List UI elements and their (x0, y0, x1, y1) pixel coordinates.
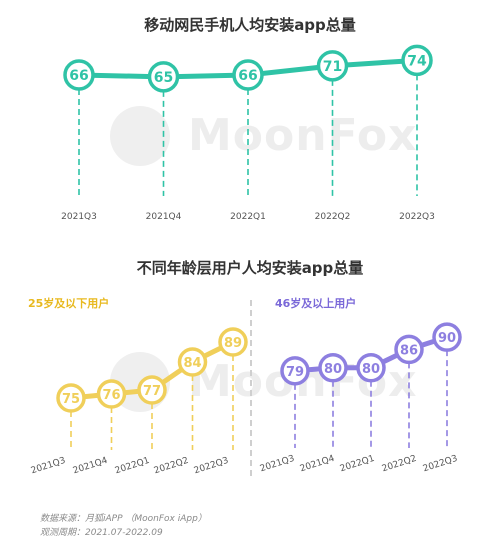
x-tick-label: 2022Q2 (153, 456, 190, 477)
chart-title-top: 移动网民手机人均安装app总量 (144, 16, 356, 34)
data-point (316, 50, 349, 82)
x-tick-label: 2021Q3 (61, 212, 97, 222)
data-point (432, 322, 462, 352)
x-tick-label: 2022Q1 (230, 212, 266, 222)
data-point (318, 353, 348, 383)
data-label: 84 (183, 356, 201, 371)
data-point (56, 383, 86, 413)
data-label: 71 (323, 59, 342, 75)
data-label: 66 (238, 68, 257, 84)
data-point (137, 375, 167, 405)
watermark-text: MoonFox (188, 110, 418, 161)
data-point (356, 353, 386, 383)
x-tick-label: 2022Q3 (399, 212, 435, 222)
chart-title-bottom: 不同年龄层用户人均安装app总量 (136, 259, 364, 277)
data-label: 79 (286, 365, 304, 380)
data-point (96, 379, 127, 409)
data-point (218, 327, 248, 357)
data-label: 74 (407, 53, 427, 69)
x-tick-label: 2022Q2 (381, 454, 418, 475)
data-point (147, 61, 180, 93)
data-label: 86 (400, 343, 418, 358)
x-tick-label: 2021Q4 (299, 454, 336, 475)
x-tick-label: 2021Q3 (259, 454, 296, 475)
data-point (177, 347, 208, 377)
data-label: 77 (143, 384, 161, 399)
chart-young: 75 76 77 84 89 2021Q3 2021Q4 2022Q1 2022Q2 2022Q3 (30, 327, 248, 477)
x-tick-label: 2021Q3 (30, 456, 67, 477)
x-tick-label: 2022Q3 (422, 454, 459, 475)
data-point (394, 334, 424, 365)
x-tick-label: 2022Q1 (339, 454, 376, 475)
data-label: 65 (154, 70, 173, 86)
data-point (63, 59, 95, 91)
x-tick-label: 2022Q3 (193, 456, 230, 477)
x-tick-label: 2021Q4 (72, 456, 109, 477)
x-tick-label: 2022Q2 (315, 212, 351, 222)
data-label: 80 (362, 362, 380, 377)
data-label: 66 (69, 68, 88, 84)
data-point (232, 59, 264, 91)
data-label: 90 (438, 331, 456, 346)
data-label: 76 (102, 388, 120, 403)
x-tick-label: 2021Q4 (146, 212, 182, 222)
data-label: 75 (62, 392, 80, 407)
panel-label-old: 46岁及以上用户 (275, 297, 357, 310)
chart-top: 66 65 66 71 74 2021Q3 2021Q4 2022Q1 2022Q2 2022Q3 (61, 44, 435, 222)
chart-old: 79 80 80 86 90 2021Q3 2021Q4 2022Q1 2022Q2 2022Q3 (259, 322, 462, 475)
source-note: 数据来源：月狐iAPP （MoonFox iApp） (40, 514, 207, 524)
x-tick-label: 2022Q1 (114, 456, 151, 477)
moonfox-logo-watermark (110, 106, 170, 166)
data-point (401, 44, 433, 77)
period-note: 观测周期：2021.07-2022.09 (40, 528, 163, 538)
data-point (280, 356, 310, 386)
panel-label-young: 25岁及以下用户 (28, 297, 110, 310)
data-label: 89 (224, 336, 242, 351)
data-label: 80 (324, 362, 342, 377)
